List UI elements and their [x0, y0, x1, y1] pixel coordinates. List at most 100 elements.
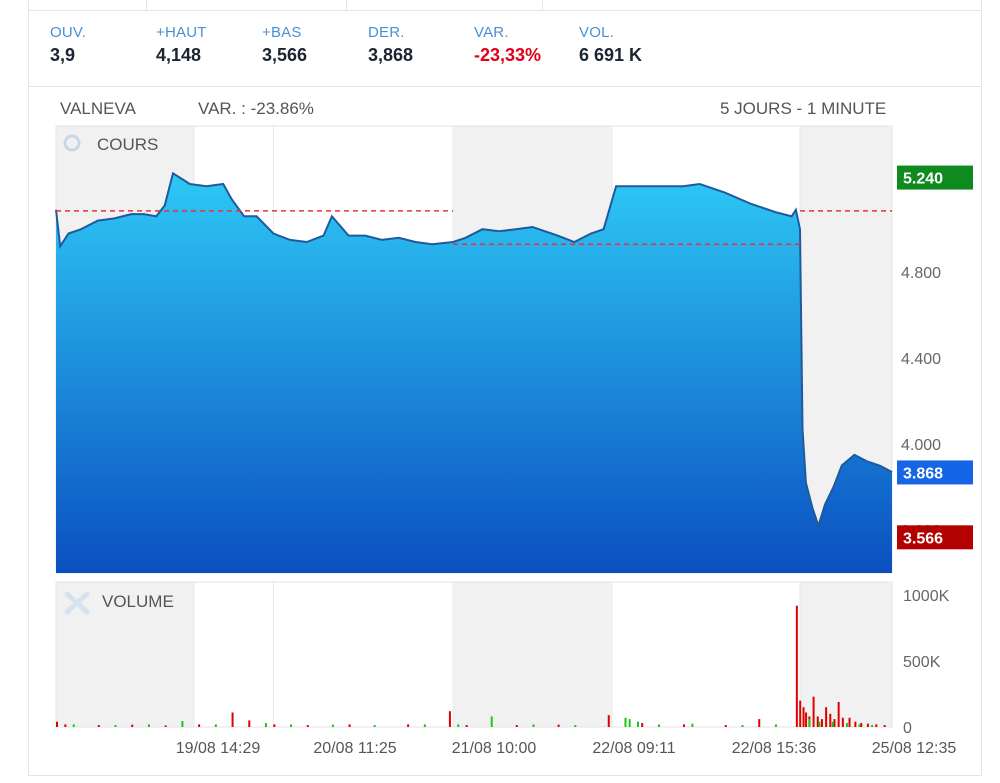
- volume-bar: [860, 723, 863, 727]
- stat-variation: VAR. -23,33%: [474, 24, 541, 66]
- stat-volume: VOL. 6 691 K: [579, 24, 642, 66]
- volume-bar: [607, 715, 610, 727]
- price-tick-label: 4.400: [901, 351, 941, 368]
- volume-bar: [774, 724, 777, 727]
- volume-bar: [331, 724, 334, 727]
- volume-bar: [97, 725, 100, 727]
- volume-bar: [833, 719, 836, 727]
- price-panel-title: COURS: [63, 134, 158, 154]
- stat-open: OUV. 3,9: [50, 24, 86, 66]
- volume-bar: [841, 717, 844, 727]
- price-badge-box: [897, 460, 973, 485]
- volume-bar: [883, 725, 886, 727]
- time-tick-label: 19/08 14:29: [176, 740, 261, 757]
- stat-label: VAR.: [474, 24, 509, 41]
- price-badge-label: 5.240: [903, 171, 943, 188]
- stat-label: +BAS: [262, 24, 302, 41]
- volume-bar: [741, 725, 744, 727]
- volume-panel-title: VOLUME: [64, 591, 174, 615]
- volume-bar: [64, 724, 67, 727]
- volume-bar: [848, 717, 851, 727]
- price-tick-label: 4.800: [901, 265, 941, 282]
- volume-bar: [724, 725, 727, 727]
- time-tick-label: 22/08 15:36: [732, 740, 817, 757]
- price-badge: 5.240: [897, 165, 973, 190]
- volume-tick-label: 1000K: [903, 588, 950, 605]
- volume-bar: [818, 721, 821, 727]
- volume-bar: [683, 724, 685, 727]
- time-tick-label: 22/08 09:11: [592, 740, 675, 757]
- time-tick-label: 21/08 10:00: [452, 740, 537, 757]
- volume-panel-background: [55, 581, 893, 728]
- volume-tick-label: 500K: [903, 654, 941, 671]
- stat-value: 6 691 K: [579, 45, 643, 65]
- price-tick-label: 4.000: [901, 437, 941, 454]
- stat-label: +HAUT: [156, 24, 207, 41]
- volume-bar: [829, 713, 832, 727]
- volume-bar: [805, 712, 808, 727]
- session-band: [611, 582, 801, 727]
- volume-bar: [198, 724, 201, 727]
- volume-bar: [131, 724, 134, 727]
- price-badge: 3.868: [897, 460, 973, 485]
- stat-label: DER.: [368, 24, 405, 41]
- price-badge: 3.566: [897, 525, 973, 550]
- volume-bar: [574, 725, 577, 727]
- volume-bar: [871, 725, 874, 727]
- volume-bar: [373, 725, 376, 727]
- session-band: [273, 582, 454, 727]
- stat-value: 3,566: [262, 45, 308, 65]
- stat-value: 3,868: [368, 45, 414, 65]
- volume-bar: [799, 700, 802, 727]
- price-line: [55, 171, 893, 529]
- volume-bar: [837, 701, 840, 727]
- volume-axis: 1000K 500K 0: [903, 588, 950, 737]
- stat-value: 3,9: [50, 45, 76, 65]
- price-badge-box: [897, 525, 973, 550]
- volume-tick-label: 0: [903, 720, 912, 737]
- stat-high: +HAUT 4,148: [156, 24, 207, 66]
- session-band: [193, 582, 274, 727]
- stat-label: VOL.: [579, 24, 614, 41]
- price-badge-box: [897, 165, 973, 190]
- stat-value: 4,148: [156, 45, 202, 65]
- volume-bar: [265, 723, 267, 727]
- volume-bar: [273, 724, 276, 727]
- volume-bar: [72, 724, 75, 727]
- top-divider: [146, 0, 147, 10]
- volume-bar: [465, 725, 468, 727]
- volume-bar: [114, 725, 117, 727]
- volume-bar: [532, 724, 535, 727]
- volume-bar: [290, 724, 293, 727]
- volume-bar: [348, 724, 351, 727]
- price-badge-label: 3.566: [903, 530, 943, 547]
- volume-bar: [628, 719, 631, 727]
- volume-bar: [846, 723, 849, 727]
- volume-bar: [758, 719, 761, 727]
- stat-value: -23,33%: [474, 45, 542, 65]
- volume-bar: [457, 724, 460, 727]
- volume-bar: [231, 712, 234, 727]
- volume-panel-label: VOLUME: [102, 592, 174, 611]
- volume-bar: [820, 719, 823, 727]
- volume-bar: [147, 724, 150, 727]
- volume-bar: [490, 716, 493, 727]
- stat-last: DER. 3,868: [368, 24, 413, 66]
- volume-bar: [637, 721, 640, 727]
- period-selector[interactable]: 5 JOURS - 1 MINUTE: [720, 99, 887, 118]
- volume-bar: [812, 696, 815, 727]
- price-badge-label: 3.868: [903, 465, 943, 482]
- volume-bar: [831, 721, 834, 727]
- session-band: [800, 582, 892, 727]
- top-divider: [542, 0, 543, 10]
- volume-bar: [816, 716, 819, 727]
- volume-bar: [858, 724, 861, 727]
- top-divider: [346, 0, 347, 10]
- top-strip: [28, 0, 982, 11]
- volume-bar: [56, 721, 58, 727]
- volume-bar: [802, 707, 805, 727]
- volume-bar: [407, 724, 410, 727]
- volume-bar: [448, 711, 451, 727]
